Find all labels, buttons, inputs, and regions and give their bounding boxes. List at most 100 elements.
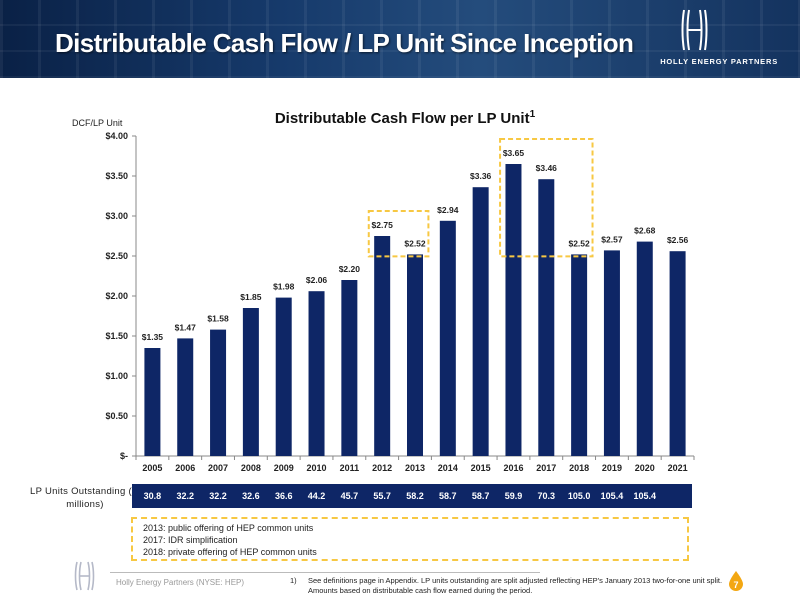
x-tick-label: 2007 [208,463,228,473]
notes-box: 2013: public offering of HEP common unit… [131,517,689,561]
bar-2015 [472,187,489,456]
x-tick-label: 2006 [175,463,195,473]
bar-2005 [144,348,161,456]
bar-2020 [636,241,653,456]
units-value-2012: 45.7 [340,491,359,501]
units-value-2008: 32.2 [209,491,227,501]
value-label-2005: $1.35 [142,332,164,342]
hep-footer-logo-icon [74,561,95,591]
value-label-2021: $2.56 [667,235,689,245]
units-value-2015: 58.7 [439,491,457,501]
x-tick-label: 2017 [536,463,556,473]
value-label-2020: $2.68 [634,226,656,236]
value-label-2013: $2.52 [404,238,426,248]
value-label-2006: $1.47 [175,322,197,332]
units-value-2010: 36.6 [274,491,293,501]
chart-title-superscript: 1 [530,109,536,120]
units-value-2017: 59.9 [504,491,523,501]
units-outstanding-label: LP Units Outstanding (in millions) [30,486,140,510]
chart-title: Distributable Cash Flow per LP Unit1 [275,109,536,127]
value-label-2014: $2.94 [437,205,459,215]
y-tick-label: $1.00 [105,371,128,381]
header-texture [0,0,800,78]
value-label-2015: $3.36 [470,171,492,181]
value-label-2018: $2.52 [568,238,590,248]
bar-2010 [308,291,325,456]
value-label-2009: $1.98 [273,282,295,292]
value-label-2008: $1.85 [240,292,262,302]
x-tick-label: 2008 [241,463,261,473]
y-axis: $- $0.50 $1.00 $1.50 $2.00 $2.50 $3.00 $3.50 $4.… [105,131,137,461]
bar-2008 [242,308,259,456]
value-label-2019: $2.57 [601,234,623,244]
bar-2017 [538,179,555,456]
bar-2014 [439,220,456,456]
units-value-2014: 58.2 [406,491,424,501]
y-tick-label: $1.50 [105,331,128,341]
units-value-2020: 105.4 [600,491,624,501]
y-tick-label: $3.00 [105,211,128,221]
units-value-2019: 105.0 [567,491,591,501]
units-value-2006: 30.8 [143,491,162,501]
footnote-text: See definitions page in Appendix. LP uni… [308,576,723,595]
x-tick-label: 2018 [569,463,589,473]
x-tick-label: 2021 [668,463,688,473]
note-2018: 2018: private offering of HEP common uni… [143,547,317,557]
footnote: 1) See definitions page in Appendix. LP … [290,576,730,596]
note-2013: 2013: public offering of HEP common unit… [143,523,314,533]
footnote-number: 1) [290,576,297,585]
units-value-2016: 58.7 [471,491,490,501]
page-title: Distributable Cash Flow / LP Unit Since … [55,28,634,58]
units-value-2018: 70.3 [537,491,556,501]
bar-2019 [603,250,620,456]
note-2017: 2017: IDR simplification [143,535,238,545]
company-name: HOLLY ENERGY PARTNERS [660,57,778,66]
bars [144,164,686,456]
x-tick-label: 2009 [274,463,294,473]
bar-2011 [341,280,358,456]
x-axis: 2005 2006 2007 2008 2009 2010 2011 2012 2013 2014… [135,455,695,473]
y-tick-label: $0.50 [105,411,128,421]
x-tick-label: 2020 [635,463,655,473]
highlight-box-2 [499,138,594,258]
x-tick-label: 2011 [340,463,360,473]
x-tick-label: 2013 [405,463,425,473]
value-label-2012: $2.75 [372,220,394,230]
value-labels: $1.35 $1.47 $1.58 $1.85 $1.98 $2.06 $2.20 $2.75… [142,148,689,342]
y-tick-label: $- [120,451,128,461]
value-label-2017: $3.46 [536,163,558,173]
bar-2016 [505,164,522,456]
header-banner: Distributable Cash Flow / LP Unit Since … [0,0,800,78]
units-value-2021: 105.4 [633,491,657,501]
x-tick-label: 2005 [142,463,162,473]
units-value-2011: 44.2 [307,491,326,501]
units-outstanding-bar: 30.8 32.2 32.2 32.6 36.6 44.2 45.7 55.7 58.2 58.7… [132,484,692,508]
bar-2009 [275,297,292,456]
x-tick-label: 2019 [602,463,622,473]
value-label-2016: $3.65 [503,148,525,158]
y-axis-label: DCF/LP Unit [72,118,123,128]
y-tick-label: $3.50 [105,171,128,181]
bar-2012 [374,236,391,456]
units-value-2009: 32.6 [242,491,260,501]
bar-2018 [571,254,588,456]
x-tick-label: 2010 [307,463,327,473]
x-tick-label: 2016 [503,463,523,473]
value-label-2007: $1.58 [207,314,229,324]
y-tick-label: $2.50 [105,251,128,261]
page-number-badge: 7 [729,571,743,591]
page-number: 7 [733,580,738,590]
bar-2006 [177,338,194,456]
units-value-2013: 55.7 [373,491,391,501]
highlight-box-1 [367,210,430,258]
value-label-2011: $2.20 [339,264,361,274]
value-label-2010: $2.06 [306,275,328,285]
bar-2021 [669,251,686,456]
x-tick-label: 2015 [471,463,491,473]
highlight-boxes [367,138,594,258]
x-tick-label: 2012 [372,463,392,473]
dcf-bar-chart: DCF/LP Unit Distributable Cash Flow per … [72,109,695,473]
bar-2007 [210,329,227,456]
x-tick-label: 2014 [438,463,458,473]
footer-divider [110,572,540,573]
